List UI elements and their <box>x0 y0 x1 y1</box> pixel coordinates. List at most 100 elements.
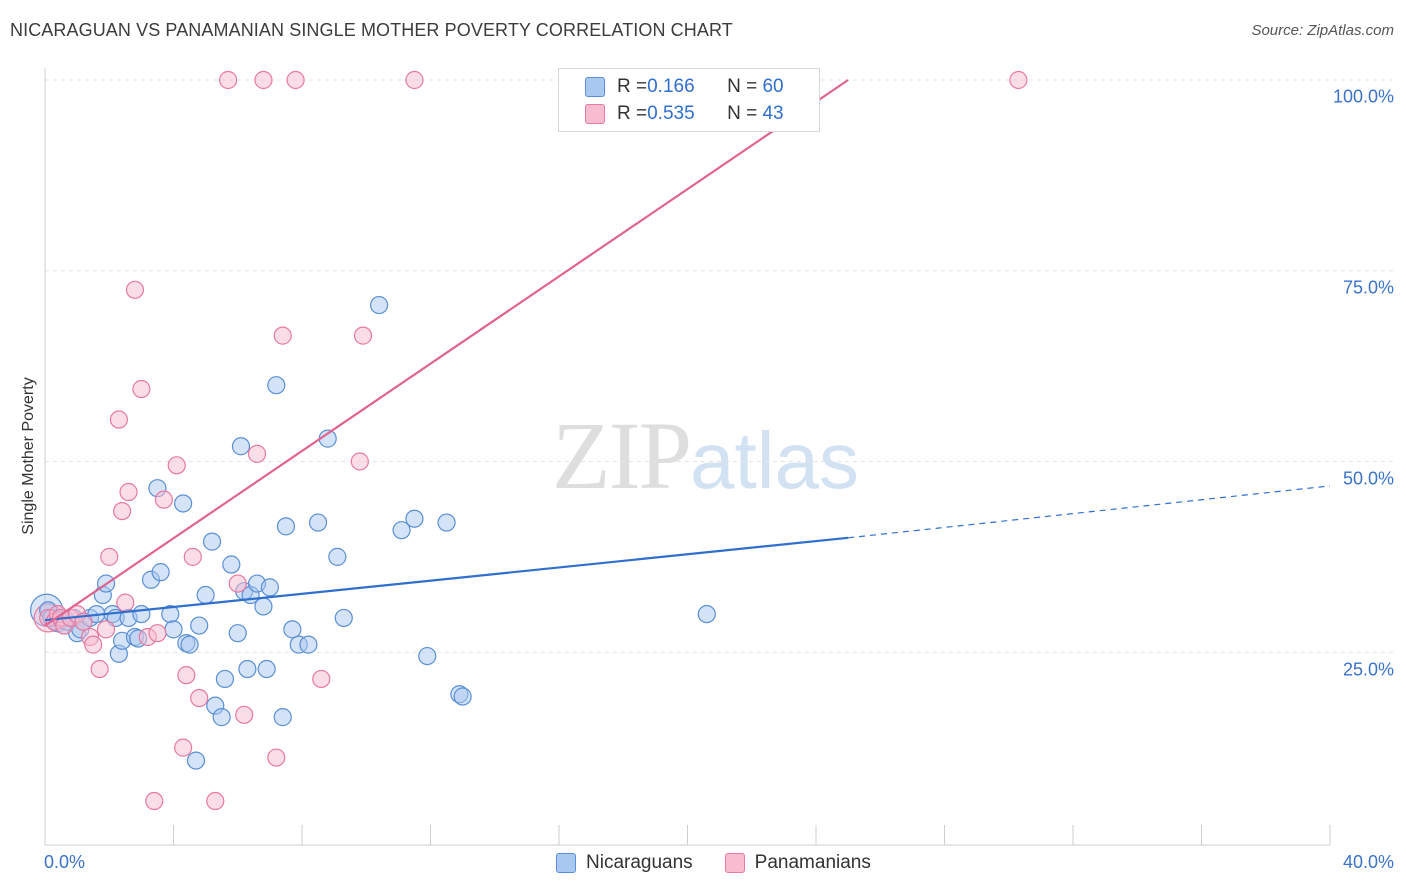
legend-item-nicaraguans[interactable]: Nicaraguans <box>556 852 693 874</box>
data-point-panamanians <box>190 688 209 708</box>
data-point-nicaraguans <box>308 513 328 532</box>
data-point-nicaraguans <box>164 620 183 639</box>
data-point-nicaraguans <box>132 604 151 624</box>
y-tick-label-100: 100.0% <box>1332 86 1394 107</box>
data-point-panamanians <box>235 705 254 724</box>
data-point-panamanians <box>1009 70 1028 90</box>
data-point-panamanians <box>286 70 305 90</box>
data-point-panamanians <box>247 444 267 463</box>
data-point-panamanians <box>219 70 238 90</box>
data-point-panamanians <box>167 456 186 475</box>
x-tick-label-max: 40.0% <box>1342 852 1394 872</box>
legend-item-panamanians[interactable]: Panamanians <box>724 852 871 874</box>
data-point-panamanians <box>125 280 145 299</box>
data-point-nicaraguans <box>231 437 251 456</box>
legend-row-panamanians: R = 0.535 N = 43 <box>585 102 784 126</box>
legend-n-label: N = <box>727 76 763 97</box>
data-point-nicaraguans <box>453 687 472 706</box>
data-point-panamanians <box>206 791 225 811</box>
data-point-panamanians <box>353 326 373 345</box>
data-point-panamanians <box>273 326 292 345</box>
data-point-nicaraguans <box>273 708 292 727</box>
data-point-panamanians <box>174 738 193 757</box>
data-point-nicaraguans <box>196 585 215 605</box>
data-point-panamanians <box>254 70 273 90</box>
data-point-nicaraguans <box>276 517 296 536</box>
source-label: Source: ZipAtlas.com <box>1251 22 1394 39</box>
legend-swatch-blue <box>585 77 605 97</box>
data-point-nicaraguans <box>328 547 347 566</box>
data-point-panamanians <box>183 547 202 566</box>
data-point-nicaraguans <box>283 620 302 639</box>
data-point-nicaraguans <box>334 608 353 628</box>
data-point-panamanians <box>96 620 116 639</box>
legend-swatch-pink <box>724 853 745 873</box>
data-point-panamanians <box>100 547 119 566</box>
data-point-panamanians <box>116 593 135 612</box>
data-point-panamanians <box>228 574 247 593</box>
legend-n-label: N = <box>727 103 763 124</box>
data-point-nicaraguans <box>299 635 318 654</box>
data-point-nicaraguans <box>151 563 170 582</box>
data-point-nicaraguans <box>370 295 389 315</box>
data-point-panamanians <box>405 70 424 90</box>
data-point-panamanians <box>350 452 369 471</box>
data-point-panamanians <box>154 490 173 509</box>
data-point-nicaraguans <box>257 659 276 679</box>
data-point-nicaraguans <box>174 494 193 513</box>
data-point-nicaraguans <box>215 669 234 689</box>
data-point-panamanians <box>84 635 103 654</box>
data-point-nicaraguans <box>697 604 716 624</box>
data-point-nicaraguans <box>238 659 257 679</box>
data-point-nicaraguans <box>228 624 247 643</box>
data-point-nicaraguans <box>222 555 241 574</box>
y-tick-label-25: 25.0% <box>1342 659 1394 680</box>
stats-legend: R = 0.166 N = 60 R = 0.535 N = 43 <box>558 68 820 132</box>
trend-line-nicaraguans <box>44 536 849 622</box>
data-point-panamanians <box>177 666 196 685</box>
legend-label-panamanians: Panamanians <box>754 852 871 873</box>
data-point-nicaraguans <box>437 513 456 532</box>
data-point-panamanians <box>109 410 128 429</box>
data-point-nicaraguans <box>392 521 411 540</box>
data-point-nicaraguans <box>190 616 209 635</box>
data-point-nicaraguans <box>254 597 273 616</box>
data-point-nicaraguans <box>186 751 206 770</box>
data-point-panamanians <box>145 791 164 811</box>
y-tick-label-50: 50.0% <box>1342 468 1394 489</box>
trend-line-panamanians <box>44 79 849 627</box>
legend-row-nicaraguans: R = 0.166 N = 60 <box>585 75 784 99</box>
data-point-nicaraguans <box>202 532 222 551</box>
data-point-panamanians <box>148 624 167 643</box>
y-tick-label-75: 75.0% <box>1342 277 1394 298</box>
data-point-panamanians <box>119 482 138 502</box>
legend-r-value: 0.166 <box>647 76 695 97</box>
data-point-nicaraguans <box>180 635 199 654</box>
data-point-panamanians <box>90 659 109 679</box>
legend-n-value: 60 <box>762 76 784 97</box>
data-point-panamanians <box>267 748 286 767</box>
y-axis-label: Single Mother Poverty <box>20 377 37 535</box>
legend-r-value: 0.535 <box>647 103 695 124</box>
data-point-nicaraguans <box>260 578 279 597</box>
data-point-nicaraguans <box>405 509 424 528</box>
watermark-atlas: atlas <box>690 416 859 505</box>
legend-r-label: R = <box>617 76 648 97</box>
trend-line-extension-nicaraguans <box>848 485 1331 539</box>
series-legend: Nicaraguans Panamanians <box>556 852 903 874</box>
data-point-nicaraguans <box>418 646 437 666</box>
legend-n-value: 43 <box>762 103 784 124</box>
chart-title: NICARAGUAN VS PANAMANIAN SINGLE MOTHER P… <box>10 20 733 40</box>
legend-swatch-pink <box>585 104 605 124</box>
data-point-panamanians <box>132 379 151 399</box>
data-point-nicaraguans <box>212 708 231 727</box>
data-point-panamanians <box>112 501 132 521</box>
watermark: ZIPatlas <box>552 400 859 511</box>
data-point-panamanians <box>312 669 331 689</box>
x-tick-label-min: 0.0% <box>44 852 86 872</box>
data-point-nicaraguans <box>267 376 286 395</box>
legend-swatch-blue <box>556 853 576 873</box>
watermark-zip: ZIP <box>552 402 692 509</box>
legend-r-label: R = <box>617 103 648 124</box>
